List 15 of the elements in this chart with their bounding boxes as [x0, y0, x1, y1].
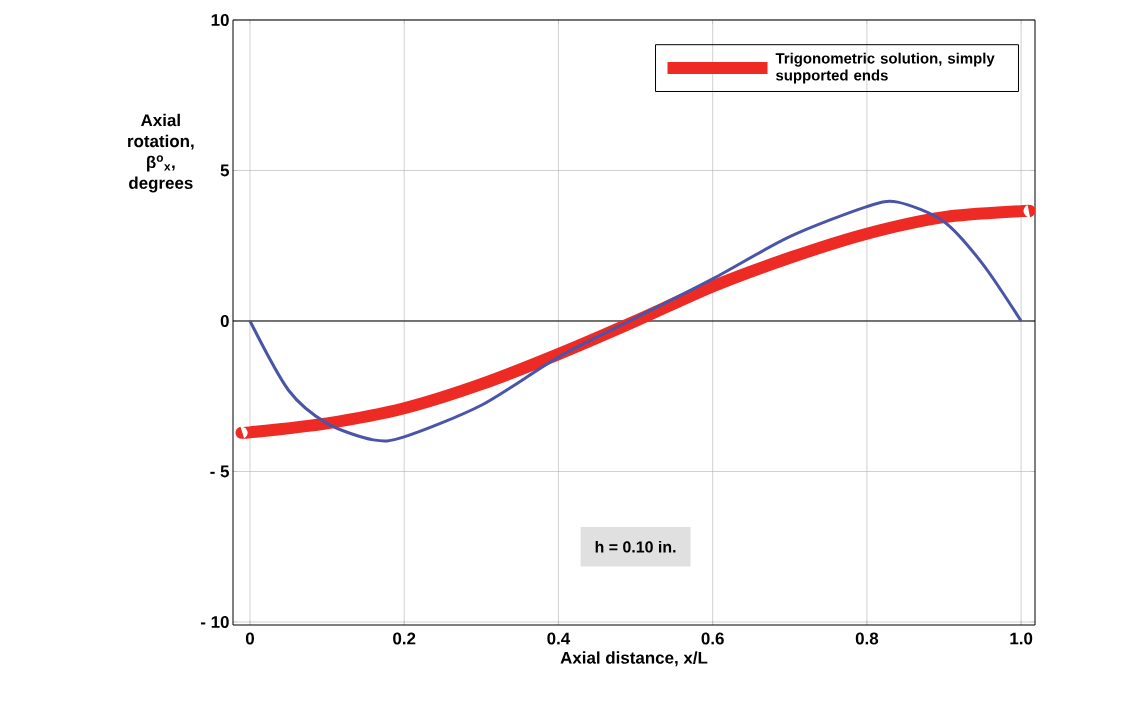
text: Trigonometric solution, simply supported ends	[775, 52, 995, 84]
y-tick-label: 0	[220, 314, 229, 327]
x-axis-title: Axial distance, x/L	[560, 651, 708, 667]
y-axis-title: Axial rotation, β$^{o}$$_{x}$, degrees	[128, 113, 194, 193]
x-tick-label: 0.2	[393, 632, 416, 645]
x-tick-label: 1.0	[1010, 632, 1033, 645]
y-tick-label: - 5	[210, 465, 229, 478]
x-tick-label: 0.4	[547, 632, 571, 645]
y-tick-label: - 10	[200, 615, 229, 628]
y-tick-label: 5	[220, 164, 230, 177]
x-tick-label: 0.6	[701, 632, 724, 645]
annotation: h = 0.10 in.	[595, 540, 676, 553]
x-tick-label: 0.8	[855, 632, 879, 645]
x-tick-label: 0	[245, 632, 254, 645]
y-tick-label: 10	[211, 14, 229, 26]
